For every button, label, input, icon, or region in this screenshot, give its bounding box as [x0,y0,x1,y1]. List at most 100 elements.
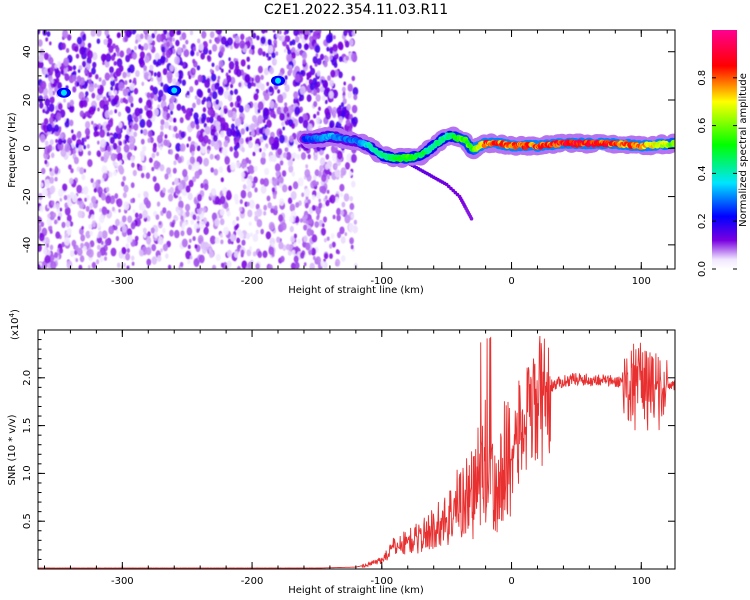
noise-dot [245,137,249,143]
noise-dot [306,228,312,237]
noise-dot [305,43,310,50]
noise-dot [138,213,143,220]
noise-dot [303,224,308,231]
noise-dot [350,52,357,62]
noise-dot [38,215,42,225]
noise-dot [299,252,305,259]
noise-dot [312,179,317,187]
noise-dot [100,192,107,201]
noise-dot [147,130,153,138]
noise-dot [250,44,255,51]
noise-dot [111,195,115,200]
noise-dot [98,214,105,224]
noise-dot [223,78,228,85]
noise-dot [254,211,258,216]
noise-dot [241,147,245,153]
noise-dot [263,177,269,187]
noise-dot [154,182,161,192]
noise-dot [280,255,285,263]
noise-dot [45,37,49,42]
noise-dot [236,69,242,77]
noise-dot [124,36,129,42]
noise-dot [305,242,311,251]
noise-dot [75,258,79,263]
noise-dot [48,90,54,97]
colorbar-tick-label: 0.4 [697,165,708,181]
noise-dot [333,35,336,40]
noise-dot [293,91,299,99]
noise-dot [307,154,311,160]
noise-dot [331,153,338,162]
x-tick-label: 100 [632,276,651,287]
noise-dot [258,148,262,153]
noise-dot [76,184,83,194]
noise-dot [83,145,87,150]
noise-dot [257,251,263,258]
noise-dot [146,109,153,119]
noise-dot [85,205,90,212]
noise-dot [246,178,251,186]
noise-dot [249,232,253,237]
noise-dot [84,68,88,75]
noise-dot [257,65,263,74]
noise-dot [51,146,55,151]
noise-dot [169,103,174,111]
noise-dot [181,32,187,40]
noise-dot [232,220,237,226]
noise-dot [224,156,230,165]
noise-dot [240,249,245,256]
noise-dot [79,255,85,263]
noise-dot [204,126,211,135]
noise-dot [208,49,212,55]
noise-dot [92,221,96,228]
noise-dot [312,77,318,85]
noise-dot [115,145,122,154]
noise-dot [116,198,123,208]
noise-dot [178,196,182,201]
noise-dot [215,30,219,34]
noise-dot [215,99,220,105]
x-tick-label: -100 [370,576,393,587]
noise-dot [141,81,145,86]
noise-dot [257,47,263,56]
noise-dot [283,31,287,36]
noise-dot [344,40,350,48]
noise-dot [168,264,172,269]
noise-dot [329,243,333,249]
noise-dot [291,249,296,255]
noise-dot [189,144,196,153]
noise-dot [247,261,253,269]
noise-dot [81,187,86,194]
noise-dot [142,165,146,171]
noise-dot [156,58,162,66]
noise-dot [57,188,64,197]
noise-dot [116,51,120,57]
noise-dot [264,124,268,129]
noise-dot [265,89,269,94]
noise-dot [104,30,109,36]
noise-dot [215,121,221,129]
noise-dot [39,134,46,143]
noise-dot [163,139,168,147]
noise-dot [307,199,311,205]
noise-dot [60,148,67,157]
noise-dot [118,141,122,146]
noise-dot [340,192,344,197]
noise-dot [188,75,192,80]
noise-dot [336,207,341,216]
noise-dot [127,215,133,224]
noise-dot [143,65,148,71]
noise-dot [291,51,296,59]
noise-dot [348,222,355,232]
noise-dot [164,134,168,139]
noise-dot [244,74,250,82]
noise-dot [284,84,290,92]
noise-dot [209,116,214,124]
noise-dot [318,198,322,203]
noise-dot [207,88,211,94]
noise-dot [124,80,128,85]
noise-dot [147,35,153,44]
noise-dot [110,79,116,87]
hotspot-core [275,77,282,84]
noise-dot [268,221,275,231]
